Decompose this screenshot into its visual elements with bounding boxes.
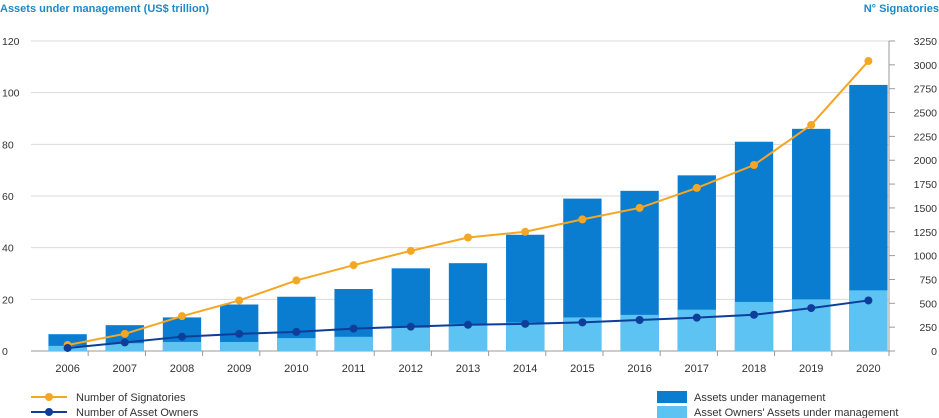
right-tick-label: 1250 [914,227,938,239]
left-axis-ticks: 0 20 40 60 80 100 120 [2,36,20,358]
asset-owners-point [578,318,587,327]
x-tick-label: 2006 [55,363,79,375]
signatories-point [406,246,415,255]
x-tick-label: 2013 [456,363,480,375]
right-tick-label: 1000 [914,251,938,263]
asset-owners-point [807,304,816,313]
asset-owner-aum-bar [391,327,430,351]
x-tick-label: 2016 [627,363,651,375]
asset-owners-point [63,343,72,352]
x-tick-label: 2008 [170,363,194,375]
asset-owners-point [464,320,472,329]
left-tick-label: 60 [2,191,14,203]
legend-label-asset-owner-aum: Asset Owners' Assets under management [694,407,898,418]
x-tick-label: 2020 [856,363,880,375]
x-tick-label: 2011 [342,363,366,375]
x-tick-label: 2012 [399,363,423,375]
right-tick-label: 2250 [914,131,938,143]
asset-owners-point [750,310,758,319]
right-tick-label: 3250 [914,36,938,48]
asset-owners-point [635,316,644,324]
legend-swatch-aum [657,391,687,403]
gridlines [31,40,889,352]
right-tick-label: 750 [919,274,937,286]
x-tick-label: 2007 [113,363,137,375]
asset-owners-point [120,338,129,347]
signatories-point [635,203,644,212]
x-axis-ticks: 2006 2007 2008 2009 2010 2011 2012 2013 2014 2015… [55,351,890,375]
signatories-point [292,276,301,285]
asset-owner-aum-bar [105,343,144,351]
legend-label-signatories: Number of Signatories [76,392,186,404]
legend-marker-asset-owners [45,408,53,416]
asset-owners-point [864,296,873,305]
right-tick-label: 1500 [914,203,938,215]
signatories-point [578,215,587,224]
signatories-point [692,183,701,192]
x-tick-label: 2017 [685,363,709,375]
signatories-point [807,120,816,129]
right-tick-label: 2000 [914,155,938,167]
signatories-line [63,57,873,349]
asset-owner-aum-bars [48,290,888,351]
signatories-point [750,161,758,169]
asset-owner-aum-bar [277,338,316,351]
right-tick-label: 3000 [914,60,938,72]
x-tick-label: 2015 [570,363,594,375]
right-tick-label: 1750 [914,179,938,191]
asset-owner-aum-bar [220,341,259,351]
asset-owners-point [692,313,701,322]
signatories-point [464,233,472,242]
asset-owner-aum-bar [734,301,774,351]
asset-owners-point [292,327,301,336]
asset-owners-point [349,324,358,333]
right-tick-label: 500 [919,298,937,310]
left-tick-label: 40 [2,243,14,255]
signatories-point [349,261,358,270]
left-axis-title: Assets under management (US$ trillion) [0,3,209,15]
signatories-point [521,227,530,236]
asset-owner-aum-bar [334,336,373,351]
asset-owners-point [406,322,415,331]
signatories-point [235,296,244,305]
signatories-point [120,329,129,338]
x-tick-label: 2009 [227,363,251,375]
right-tick-label: 2500 [914,108,938,120]
right-tick-label: 0 [931,346,937,358]
right-tick-label: 250 [919,322,937,334]
legend-swatch-asset-owner-aum [657,406,687,418]
x-tick-label: 2014 [513,363,537,375]
legend: Number of Signatories Number of Asset Ow… [31,391,898,418]
signatories-point [178,312,186,321]
left-tick-label: 0 [2,346,8,358]
legend-item-aum: Assets under management [657,391,825,404]
asset-owners-line [63,296,873,352]
legend-label-aum: Assets under management [694,392,825,404]
right-axis-ticks: 0 250 500 750 1000 1250 1500 1750 2000 2250 2500 27… [888,36,938,358]
x-tick-label: 2018 [742,363,766,375]
signatories-point [864,57,873,66]
right-tick-label: 2750 [914,84,938,96]
asset-owners-point [521,319,530,328]
asset-owner-aum-bar [162,341,202,351]
asset-owners-point [178,332,186,341]
asset-owners-point [235,329,244,338]
legend-marker-signatories [45,393,53,401]
left-tick-label: 100 [2,88,20,100]
right-axis-title: N° Signatories [864,3,939,15]
legend-item-asset-owners: Number of Asset Owners [31,407,199,418]
left-tick-label: 120 [2,36,20,48]
legend-item-asset-owner-aum: Asset Owners' Assets under management [657,406,898,418]
x-tick-label: 2010 [284,363,308,375]
legend-label-asset-owners: Number of Asset Owners [76,407,199,418]
left-tick-label: 20 [2,294,14,306]
legend-item-signatories: Number of Signatories [31,392,186,404]
left-tick-label: 80 [2,139,14,151]
x-tick-label: 2019 [799,363,823,375]
